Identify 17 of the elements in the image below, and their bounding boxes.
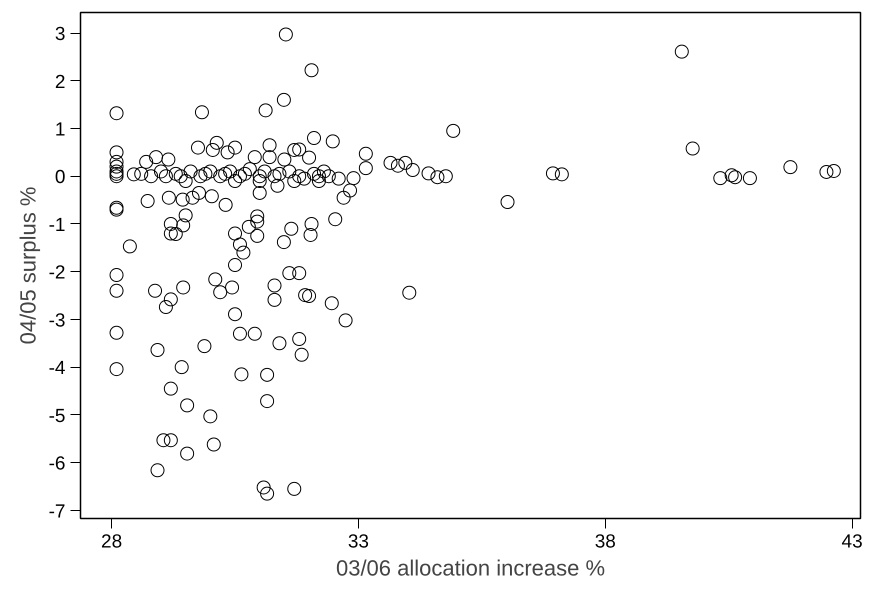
y-tick-label: -1: [48, 214, 66, 236]
x-tick-label: 28: [101, 532, 122, 552]
y-tick-label: -5: [48, 406, 66, 427]
y-tick-label: -3: [48, 310, 66, 332]
y-tick-label: -4: [48, 358, 66, 380]
x-tick-label: 43: [842, 532, 863, 552]
y-tick-label: -6: [48, 454, 66, 475]
y-tick-label: 1: [54, 120, 66, 140]
y-tick-label: 0: [54, 167, 66, 188]
y-axis-title: 04/05 surplus %: [16, 186, 41, 344]
y-tick-label: -7: [48, 501, 66, 522]
x-tick-label: 38: [594, 532, 616, 552]
x-tick-label: 33: [348, 532, 370, 552]
y-tick-label: -2: [48, 262, 66, 284]
x-axis-title: 03/06 allocation increase %: [336, 556, 606, 580]
y-tick-label: 3: [54, 24, 66, 46]
y-tick-label: 2: [54, 72, 66, 93]
